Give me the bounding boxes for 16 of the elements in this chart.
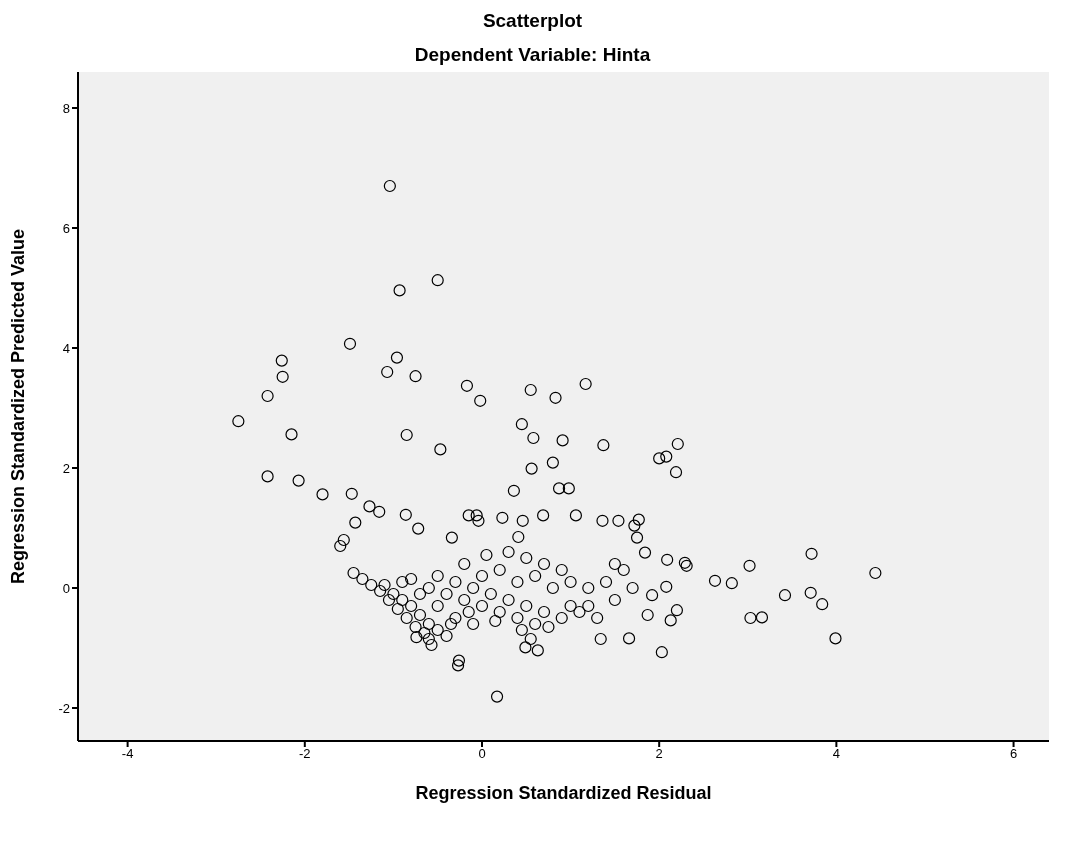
y-axis-title: Regression Standardized Predicted Value xyxy=(8,228,29,585)
y-tick-label: 6 xyxy=(62,220,70,236)
x-tick-label: 0 xyxy=(478,746,486,762)
x-axis-title: Regression Standardized Residual xyxy=(415,783,712,803)
y-tick-label: -2 xyxy=(58,700,70,716)
chart-subtitle: Dependent Variable: Hinta xyxy=(413,44,652,66)
x-tick-label: -4 xyxy=(121,746,134,762)
y-tick-label: 8 xyxy=(62,100,70,116)
y-tick-label: 2 xyxy=(62,460,70,476)
x-tick-label: -2 xyxy=(299,746,311,762)
x-tick-label: 2 xyxy=(655,746,663,762)
chart-title: Scatterplot xyxy=(481,10,584,32)
x-tick-label: 6 xyxy=(1009,746,1018,762)
x-tick-label: 4 xyxy=(832,746,840,762)
y-tick-label: 4 xyxy=(62,340,70,356)
y-tick-label: 0 xyxy=(62,580,70,596)
